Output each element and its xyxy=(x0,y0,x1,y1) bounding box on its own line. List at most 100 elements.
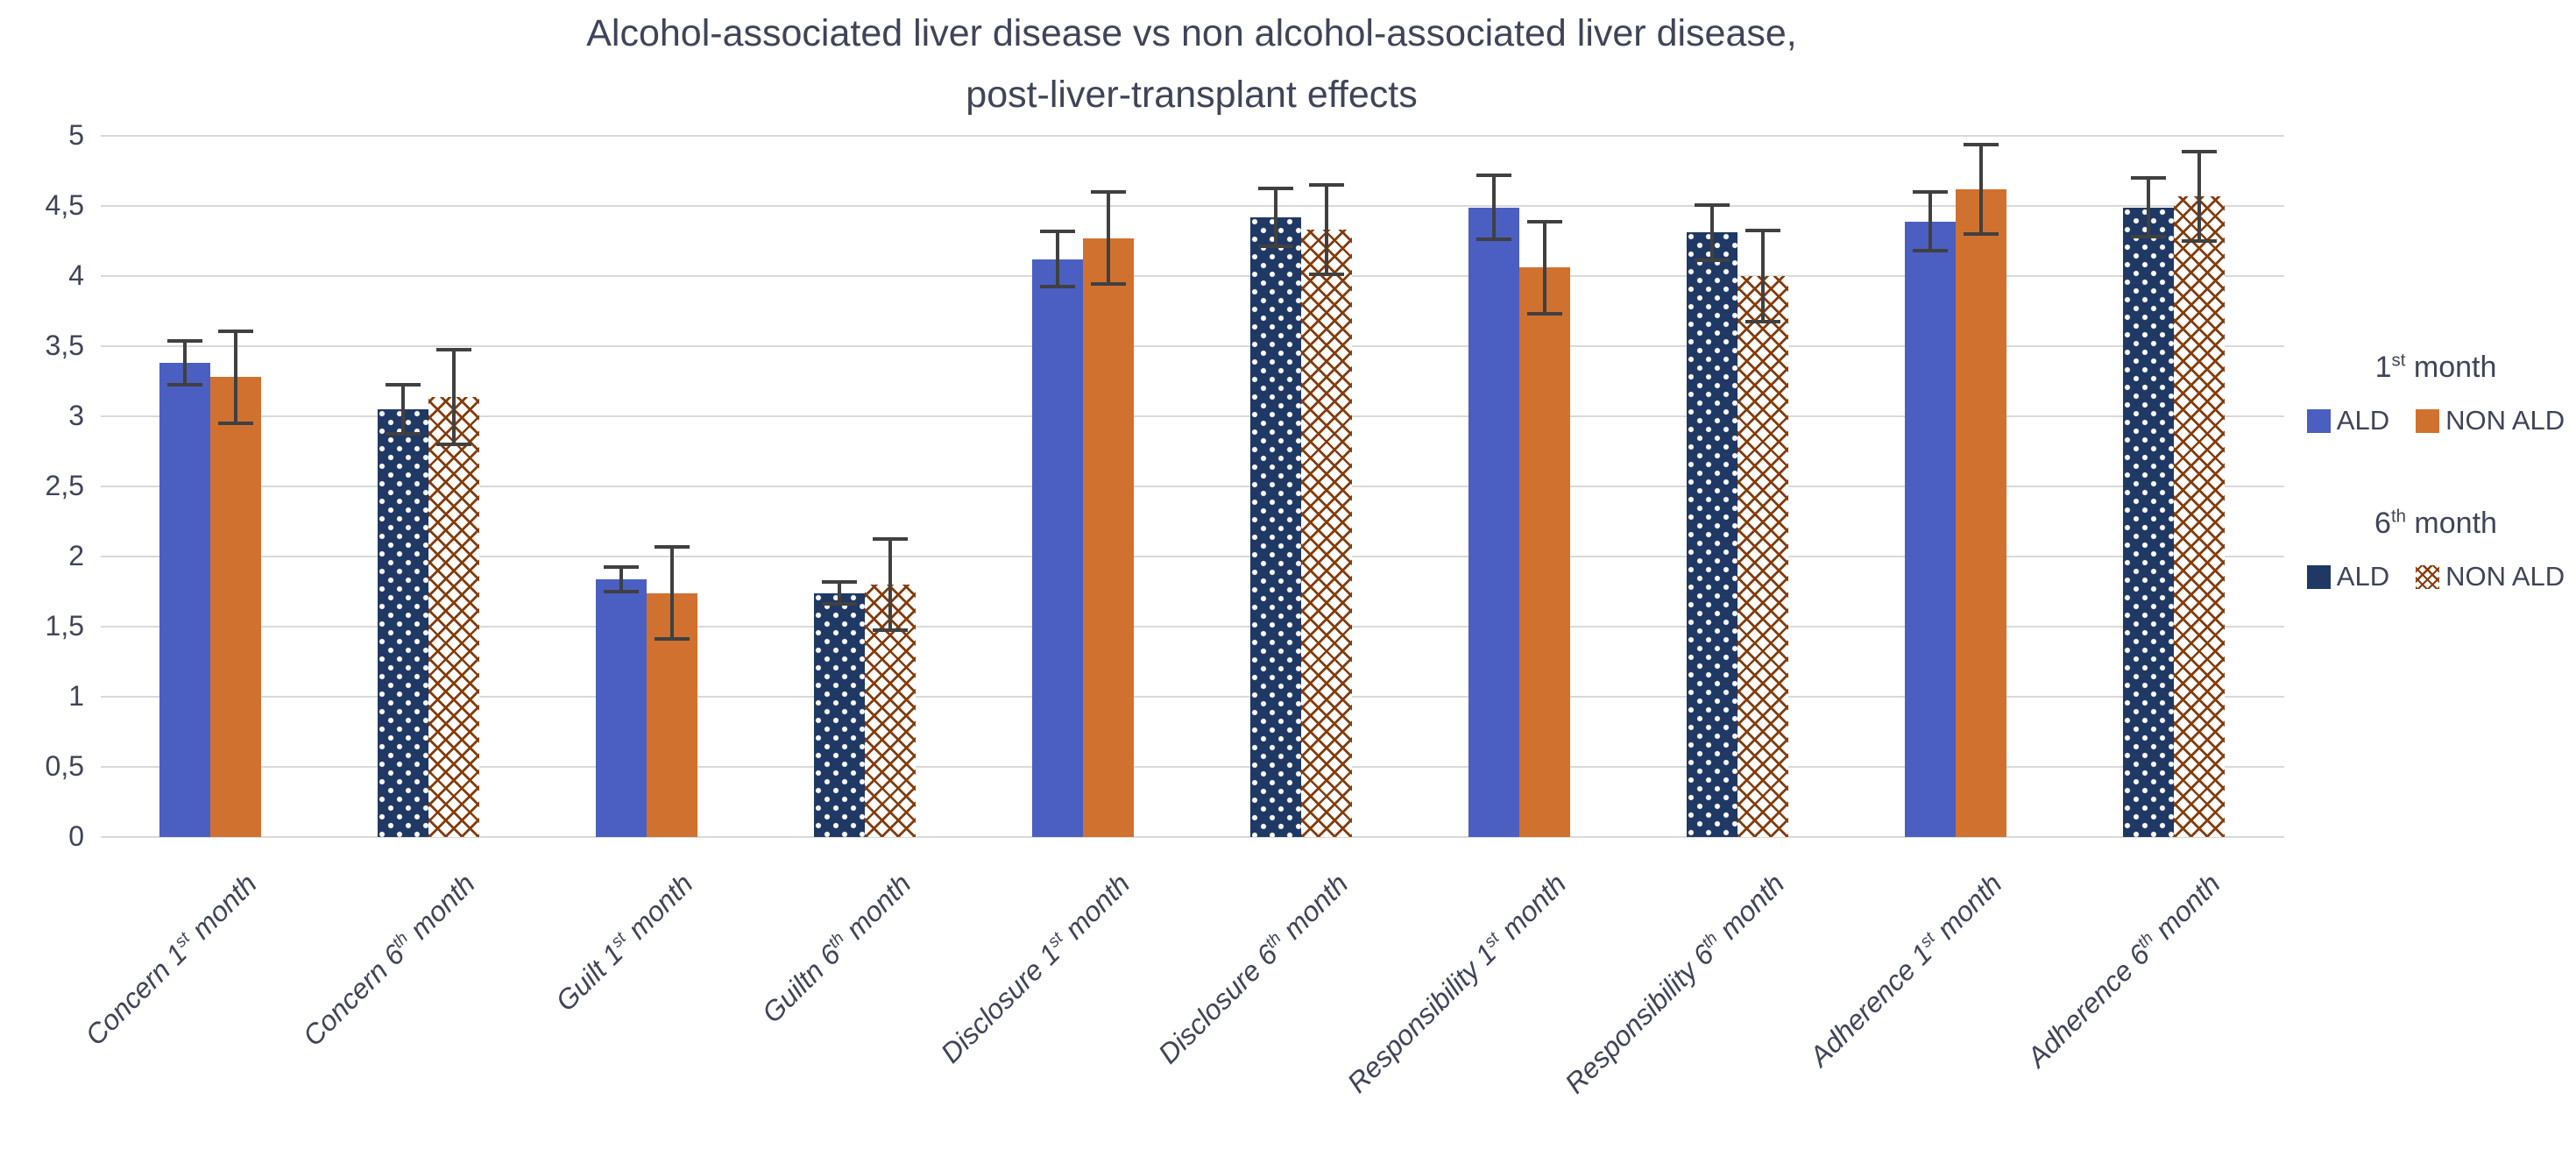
y-axis-tick-label: 1 xyxy=(68,680,84,712)
error-bar-cap-bottom xyxy=(2181,238,2217,243)
error-bar-cap-bottom xyxy=(217,421,253,425)
gridline-0 xyxy=(101,836,2284,838)
error-bar-line xyxy=(1709,202,1714,262)
x-axis-category-label: Guilt 1st month xyxy=(549,868,699,1018)
y-axis-tick-label: 1,5 xyxy=(45,610,84,642)
bar-ald-6th xyxy=(2122,207,2174,837)
error-bar-cap-top xyxy=(1039,230,1075,234)
error-bar-line xyxy=(1542,220,1546,316)
bar-ald-1st xyxy=(1904,221,1956,837)
legend-label: ALD xyxy=(2336,405,2390,436)
gridline-3,5 xyxy=(101,345,2284,347)
legend-item-ald1: ALD xyxy=(2306,405,2390,436)
error-bar-cap-bottom xyxy=(1694,259,1730,262)
error-bar-line xyxy=(451,347,456,446)
error-bar-line xyxy=(1978,143,1983,236)
chart-title-line-1: Alcohol-associated liver disease vs non … xyxy=(586,12,1797,54)
legend-swatch-ald6 xyxy=(2306,564,2331,589)
error-bar-line xyxy=(837,580,841,606)
legend-label: NON ALD xyxy=(2445,405,2565,436)
legend-item-nonald6: NON ALD xyxy=(2416,561,2565,592)
error-bar-cap-bottom xyxy=(1090,282,1126,287)
bar-non-ald-1st xyxy=(1955,188,2006,837)
error-bar-cap-bottom xyxy=(435,442,471,446)
bar-ald-1st xyxy=(159,363,210,837)
bar-ald-6th xyxy=(1249,216,1301,837)
error-bar-cap-top xyxy=(1694,202,1730,207)
legend-heading-6th-month: 6th month xyxy=(2374,507,2497,540)
x-axis-category-label: Responsibility 6th month xyxy=(1558,868,1790,1100)
y-axis-tick-label: 2,5 xyxy=(45,470,84,501)
legend-heading-1st-month: 1st month xyxy=(2374,351,2497,384)
error-bar-line xyxy=(1106,190,1110,287)
x-axis-category-label: Concern 6th month xyxy=(296,868,481,1053)
gridline-2 xyxy=(101,556,2284,557)
y-axis-tick-label: 0,5 xyxy=(45,750,84,782)
legend-swatch-nonald6 xyxy=(2416,564,2440,589)
error-bar-line xyxy=(888,536,892,633)
gridline-0,5 xyxy=(101,766,2284,768)
error-bar-line xyxy=(1491,174,1496,241)
legend-label: ALD xyxy=(2336,561,2390,592)
error-bar-cap-top xyxy=(872,536,908,541)
x-axis-category-label: Responsibility 1st month xyxy=(1341,868,1572,1099)
legend-swatch-nonald1 xyxy=(2416,408,2440,433)
bar-ald-1st xyxy=(1031,259,1083,837)
error-bar-cap-bottom xyxy=(1257,245,1293,248)
gridline-2,5 xyxy=(101,486,2284,487)
y-axis-tick-label: 4 xyxy=(68,259,84,291)
error-bar-line xyxy=(669,545,674,641)
chart-title-line-2: post-liver-transplant effects xyxy=(966,74,1418,116)
y-axis-tick-label: 0 xyxy=(68,820,84,852)
error-bar-cap-top xyxy=(385,382,421,387)
error-bar-cap-bottom xyxy=(1308,273,1344,276)
gridline-4 xyxy=(101,275,2284,277)
error-bar-line xyxy=(1273,186,1277,248)
error-bar-cap-bottom xyxy=(1912,248,1948,252)
y-axis-tick-label: 4,5 xyxy=(45,189,84,221)
bar-non-ald-1st xyxy=(1518,267,1570,837)
bar-non-ald-1st xyxy=(1082,238,1134,837)
bar-non-ald-6th xyxy=(2173,195,2225,837)
error-bar-cap-bottom xyxy=(603,589,639,593)
error-bar-cap-bottom xyxy=(1039,285,1075,289)
error-bar-cap-top xyxy=(654,545,690,550)
y-axis-tick-label: 5 xyxy=(68,119,84,151)
legend-item-ald6: ALD xyxy=(2306,561,2390,592)
y-axis-tick-label: 2 xyxy=(68,540,84,571)
error-bar-cap-top xyxy=(1257,186,1293,190)
error-bar-cap-top xyxy=(1308,183,1344,188)
error-bar-cap-top xyxy=(435,347,471,351)
error-bar-cap-top xyxy=(1476,174,1511,178)
error-bar-cap-bottom xyxy=(872,628,908,633)
error-bar-cap-bottom xyxy=(1744,320,1780,324)
error-bar-cap-bottom xyxy=(821,602,857,606)
error-bar-cap-top xyxy=(217,329,253,333)
error-bar-line xyxy=(2146,176,2150,238)
legend-label: NON ALD xyxy=(2445,561,2565,592)
gridline-4,5 xyxy=(101,205,2284,207)
error-bar-cap-bottom xyxy=(1476,238,1511,241)
bar-non-ald-6th xyxy=(428,396,479,837)
error-bar-cap-bottom xyxy=(654,637,690,641)
error-bar-line xyxy=(2197,150,2201,243)
error-bar-cap-top xyxy=(1526,220,1562,223)
bar-non-ald-1st xyxy=(209,377,261,837)
bar-non-ald-6th xyxy=(1300,230,1352,837)
error-bar-line xyxy=(1760,228,1765,324)
error-bar-line xyxy=(619,564,623,593)
error-bar-line xyxy=(1928,190,1932,252)
bar-ald-6th xyxy=(377,409,428,837)
legend-row-1st-month: ALD NON ALD xyxy=(2287,405,2576,436)
error-bar-line xyxy=(1055,230,1059,289)
error-bar-cap-top xyxy=(2130,176,2166,181)
legend-row-6th-month: ALD NON ALD xyxy=(2287,561,2576,592)
error-bar-cap-bottom xyxy=(385,432,421,436)
gridline-1,5 xyxy=(101,626,2284,628)
error-bar-line xyxy=(1324,183,1328,276)
error-bar-cap-top xyxy=(1963,143,1999,146)
x-axis-category-label: Guiltn 6th month xyxy=(756,868,917,1029)
error-bar-line xyxy=(400,382,405,436)
error-bar-cap-bottom xyxy=(1526,311,1562,316)
bar-ald-1st xyxy=(1468,207,1519,837)
